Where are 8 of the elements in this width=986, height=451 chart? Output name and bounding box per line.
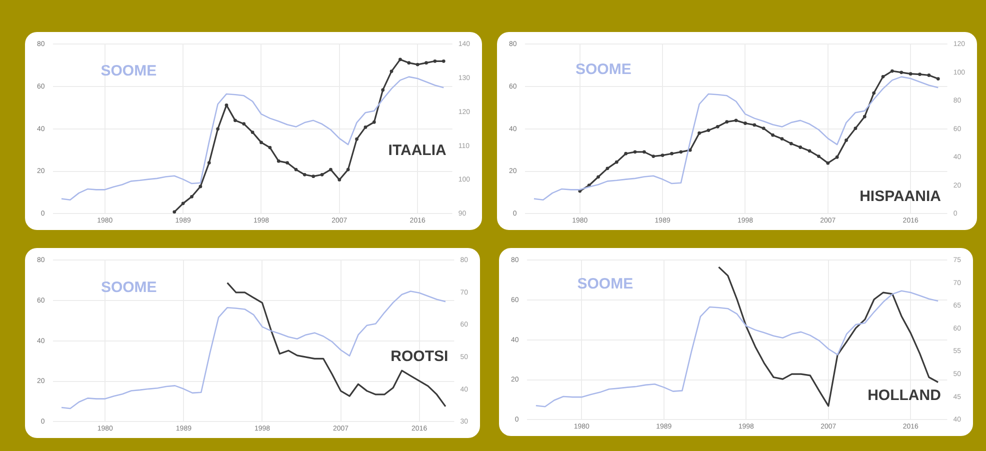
text: SOOME <box>100 278 157 296</box>
text: SOOME <box>100 62 157 80</box>
text: SOOME <box>577 275 634 292</box>
series-label: ITAALIA <box>388 142 446 160</box>
series-label: ROOTSI <box>390 348 448 366</box>
series-label: HOLLAND <box>868 386 942 404</box>
text: HISPAANIA <box>860 188 942 205</box>
text: SOOME <box>575 60 632 78</box>
